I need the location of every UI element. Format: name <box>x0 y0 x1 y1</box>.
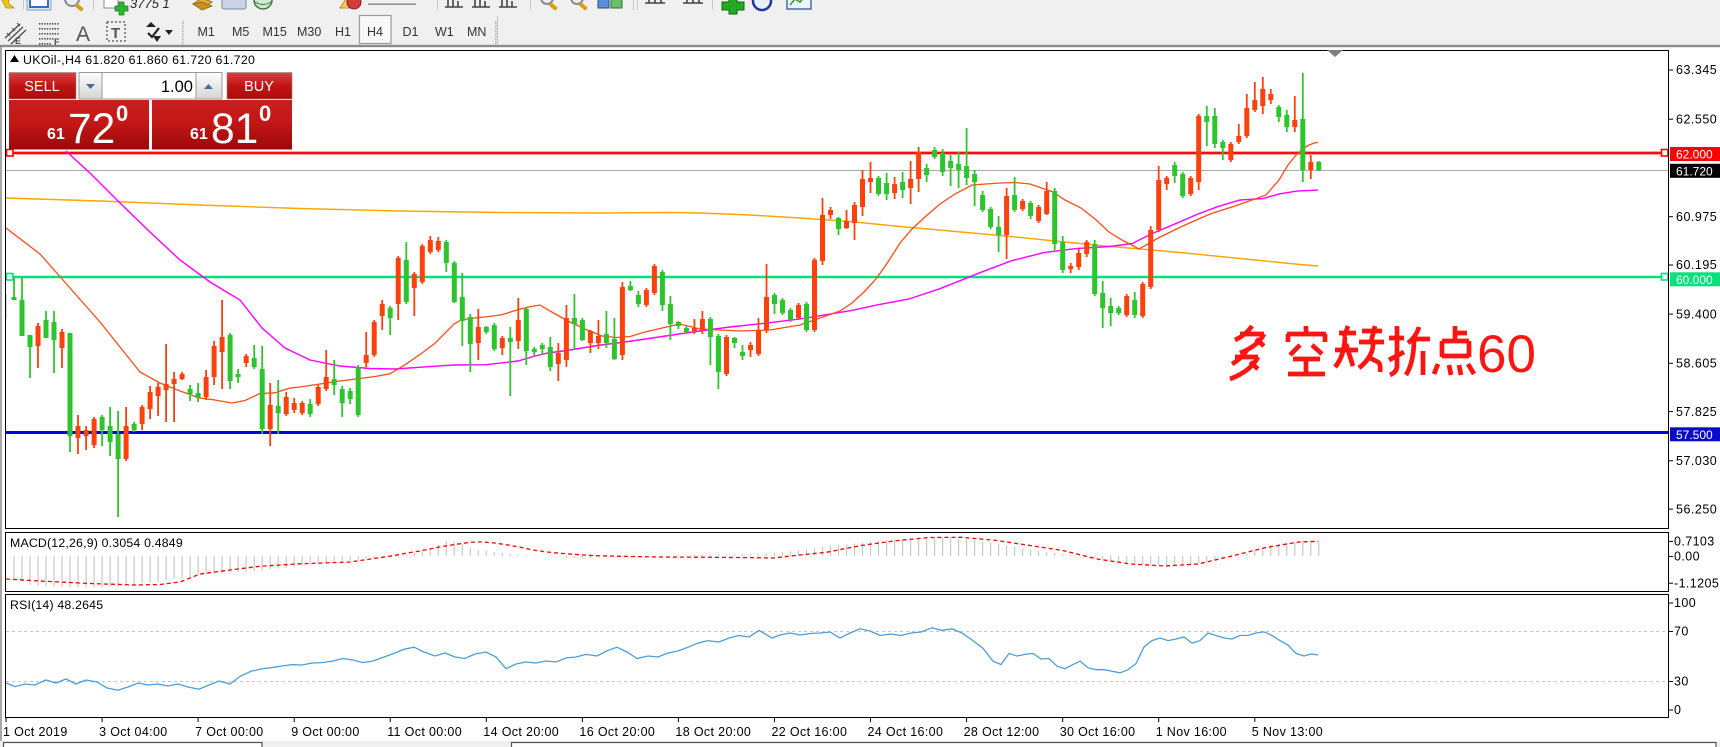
svg-text:30: 30 <box>1674 675 1689 689</box>
svg-text:D1: D1 <box>403 25 419 39</box>
svg-text:1 Oct 2019: 1 Oct 2019 <box>3 725 68 739</box>
svg-text:72: 72 <box>68 106 115 153</box>
svg-text:M15: M15 <box>263 25 287 39</box>
svg-text:H4: H4 <box>367 25 383 39</box>
svg-text:61: 61 <box>190 126 208 143</box>
svg-text:100: 100 <box>1674 596 1696 610</box>
svg-text:60.000: 60.000 <box>1676 273 1713 287</box>
svg-text:F: F <box>54 37 60 47</box>
svg-text:E: E <box>15 36 21 46</box>
svg-text:MACD(12,26,9) 0.3054 0.4849: MACD(12,26,9) 0.3054 0.4849 <box>10 536 183 550</box>
svg-text:28 Oct 12:00: 28 Oct 12:00 <box>964 725 1040 739</box>
svg-text:-1.1205: -1.1205 <box>1674 576 1719 590</box>
svg-text:61: 61 <box>47 126 65 143</box>
svg-text:MN: MN <box>467 25 486 39</box>
svg-text:59.400: 59.400 <box>1676 307 1717 321</box>
svg-text:M5: M5 <box>232 25 249 39</box>
svg-text:60.975: 60.975 <box>1676 210 1717 224</box>
svg-text:H1: H1 <box>335 25 351 39</box>
svg-text:BUY: BUY <box>244 79 274 95</box>
svg-text:0: 0 <box>116 101 128 126</box>
svg-text:5 Nov 13:00: 5 Nov 13:00 <box>1252 725 1323 739</box>
svg-text:24 Oct 16:00: 24 Oct 16:00 <box>868 725 944 739</box>
svg-text:W1: W1 <box>435 25 454 39</box>
svg-text:11 Oct 00:00: 11 Oct 00:00 <box>387 725 462 739</box>
svg-text:61.720: 61.720 <box>1676 164 1713 178</box>
svg-text:57.825: 57.825 <box>1676 405 1717 419</box>
svg-text:0: 0 <box>259 101 271 126</box>
svg-text:62.000: 62.000 <box>1676 148 1713 162</box>
svg-text:UKOil-,H4 61.820 61.860 61.72: UKOil-,H4 61.820 61.860 61.720 61.720 <box>23 53 255 67</box>
svg-text:18 Oct 20:00: 18 Oct 20:00 <box>675 725 751 739</box>
svg-text:14 Oct 20:00: 14 Oct 20:00 <box>483 725 559 739</box>
svg-text:M1: M1 <box>198 25 215 39</box>
svg-text:62.550: 62.550 <box>1676 112 1717 126</box>
svg-text:7 Oct 00:00: 7 Oct 00:00 <box>195 725 263 739</box>
svg-text:63.345: 63.345 <box>1676 63 1717 77</box>
svg-text:9 Oct 00:00: 9 Oct 00:00 <box>291 725 359 739</box>
svg-text:60.195: 60.195 <box>1676 258 1717 272</box>
svg-text:RSI(14) 48.2645: RSI(14) 48.2645 <box>10 598 103 612</box>
svg-text:70: 70 <box>1674 625 1689 639</box>
svg-text:30 Oct 16:00: 30 Oct 16:00 <box>1060 725 1136 739</box>
svg-text:0.00: 0.00 <box>1674 550 1700 564</box>
svg-text:A: A <box>76 23 90 46</box>
svg-text:1.00: 1.00 <box>161 78 193 96</box>
svg-text:57.500: 57.500 <box>1676 428 1713 442</box>
svg-text:57.030: 57.030 <box>1676 454 1717 468</box>
svg-text:81: 81 <box>211 106 258 153</box>
svg-text:1 Nov 16:00: 1 Nov 16:00 <box>1156 725 1227 739</box>
svg-text:0: 0 <box>1674 703 1681 717</box>
svg-text:56.250: 56.250 <box>1676 502 1717 516</box>
svg-text:60: 60 <box>1477 325 1536 384</box>
svg-text:M30: M30 <box>297 25 321 39</box>
svg-text:22 Oct 16:00: 22 Oct 16:00 <box>772 725 848 739</box>
svg-text:3 Oct 04:00: 3 Oct 04:00 <box>99 725 167 739</box>
svg-text:3775 1: 3775 1 <box>130 0 170 11</box>
svg-text:T: T <box>111 25 120 42</box>
svg-text:0.7103: 0.7103 <box>1674 535 1715 549</box>
svg-text:58.605: 58.605 <box>1676 357 1717 371</box>
svg-text:SELL: SELL <box>24 79 59 95</box>
svg-text:————: ———— <box>368 0 416 10</box>
svg-text:16 Oct 20:00: 16 Oct 20:00 <box>579 725 655 739</box>
